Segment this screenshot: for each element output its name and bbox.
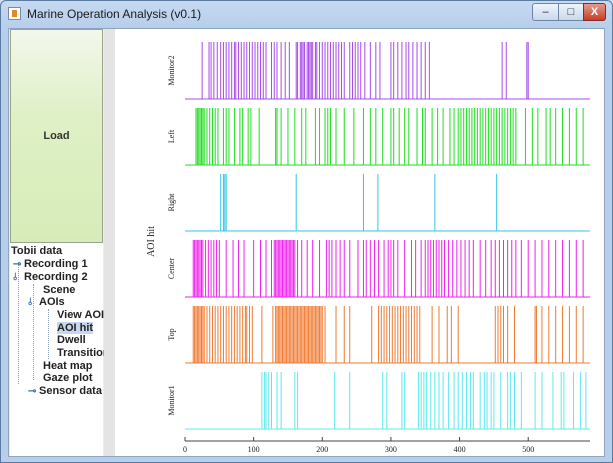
collapsed-handle-icon[interactable]: ⊸: [28, 386, 37, 397]
tree-item-sensor-data[interactable]: ⊸ Sensor data: [28, 385, 102, 397]
close-button[interactable]: X: [583, 3, 606, 21]
tree-item-recording-2[interactable]: ⫰ Recording 2: [13, 271, 88, 283]
client-area: Load Tobii data ⊸ Recording 1 ⫰ Recording …: [8, 28, 605, 462]
series-label-top: Top: [167, 328, 176, 340]
x-tick-label: 0: [183, 445, 187, 454]
series-label-center: Center: [167, 258, 176, 280]
x-axis-label: Time [s]: [372, 455, 402, 456]
expanded-handle-icon[interactable]: ⫰: [13, 272, 18, 283]
x-tick-label: 500: [522, 445, 534, 454]
tree-connector: [18, 262, 19, 384]
tree-item-view-aois[interactable]: View AOIs: [57, 309, 111, 321]
tree-item-heat-map[interactable]: Heat map: [43, 360, 93, 372]
tree-item-recording-1[interactable]: ⊸ Recording 1: [13, 258, 88, 270]
aoi-hit-chart: AOI hit Monitor2 Left Right Center Top Monitor…: [146, 42, 590, 462]
series-label-left: Left: [167, 129, 176, 143]
tree-root-label: Tobii data: [11, 245, 63, 257]
maximize-button[interactable]: □: [558, 3, 584, 21]
data-tree: Tobii data ⊸ Recording 1 ⫰ Recording 2 Sce…: [10, 243, 110, 456]
x-tick-label: 100: [248, 445, 260, 454]
tree-item-aois[interactable]: ⫰ AOIs: [28, 296, 65, 308]
collapsed-handle-icon[interactable]: ⊸: [13, 259, 22, 270]
load-button[interactable]: Load: [10, 29, 103, 243]
x-tick-label: 300: [385, 445, 397, 454]
tree-item-aoi-hit[interactable]: AOI hit: [57, 322, 94, 334]
series-label-monitor1: Monitor1: [167, 385, 176, 415]
tree-item-dwell[interactable]: Dwell: [57, 334, 86, 346]
chart-panel: AOI hit Monitor2 Left Right Center Top Monitor…: [115, 29, 604, 462]
window-title: Marine Operation Analysis (v0.1): [27, 7, 202, 21]
tree-connector: [48, 309, 49, 359]
title-bar[interactable]: Marine Operation Analysis (v0.1) – □ X: [1, 1, 612, 27]
series-label-right: Right: [167, 193, 176, 212]
expanded-handle-icon[interactable]: ⫰: [28, 297, 33, 308]
java-app-icon: [8, 7, 21, 20]
minimize-button[interactable]: –: [532, 3, 559, 21]
x-tick-label: 400: [454, 445, 466, 454]
panel-splitter[interactable]: [104, 29, 115, 456]
series-label-monitor2: Monitor2: [167, 55, 176, 85]
y-axis-label: AOI hit: [146, 226, 157, 257]
tree-item-gaze-plot[interactable]: Gaze plot: [43, 372, 93, 384]
tree-connector: [33, 284, 34, 380]
tree-item-scene[interactable]: Scene: [43, 284, 76, 296]
tree-item-transition[interactable]: Transition: [57, 347, 110, 359]
x-tick-label: 200: [316, 445, 328, 454]
